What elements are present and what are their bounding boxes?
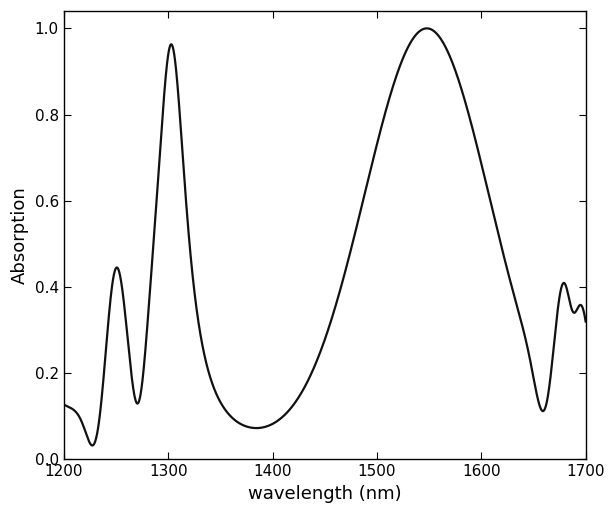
Y-axis label: Absorption: Absorption — [11, 187, 29, 284]
X-axis label: wavelength (nm): wavelength (nm) — [248, 485, 402, 503]
